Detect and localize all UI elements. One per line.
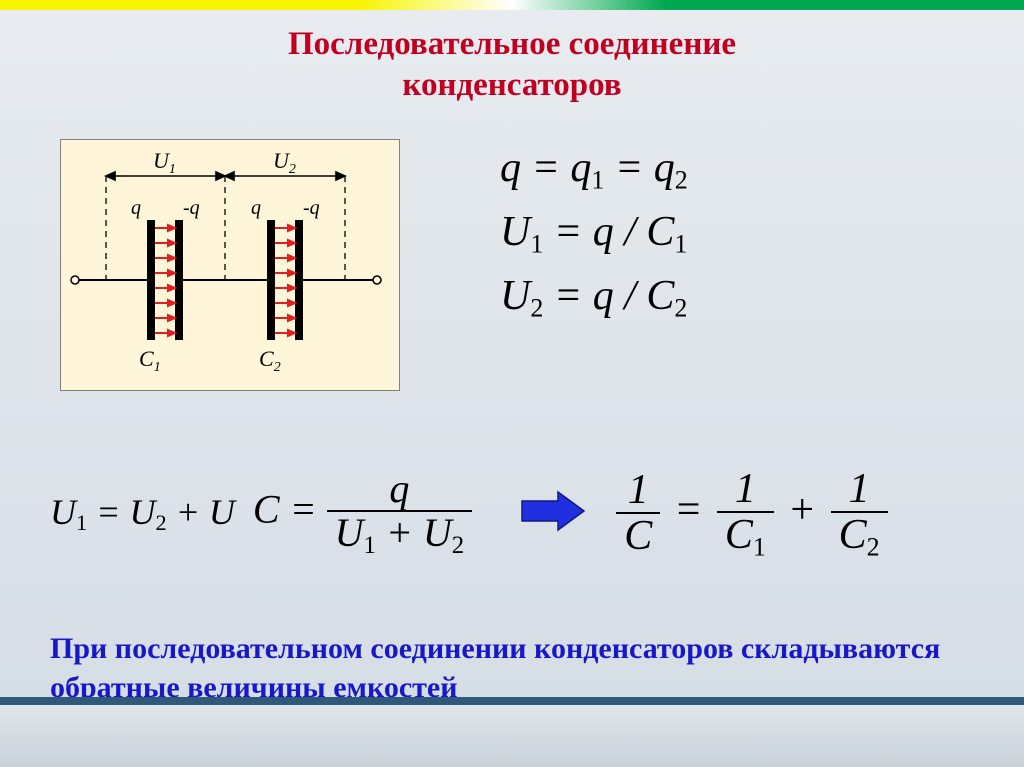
svg-text:U2: U2: [273, 148, 296, 177]
equation-u-sum: U1 = U2 + U: [50, 491, 235, 536]
implies-arrow: [518, 489, 588, 538]
equation-q: q = q1 = q2: [500, 147, 688, 193]
svg-text:C1: C1: [139, 346, 161, 375]
title-line-1: Последовательное соединение: [288, 26, 736, 62]
slide-title: Последовательное соединение конденсаторов: [0, 10, 1024, 119]
equation-u1: U1 = q / C1: [500, 211, 688, 257]
decorative-top-bar: [0, 0, 1024, 10]
equation-reciprocal: 1 C = 1 C1 + 1 C2: [616, 467, 887, 561]
svg-text:U1: U1: [153, 148, 176, 177]
formula-group-right: q = q1 = q2 U1 = q / C1 U2 = q / C2: [500, 129, 688, 340]
title-line-2: конденсаторов: [402, 67, 621, 103]
series-capacitor-diagram: U1 U2 q -q q -q C1 C2: [60, 139, 400, 391]
conclusion-text: При последовательном соединении конденса…: [50, 629, 970, 707]
svg-text:q: q: [251, 197, 261, 219]
decorative-bottom-bar: [0, 697, 1024, 767]
svg-text:C2: C2: [259, 346, 281, 375]
diagram-svg: U1 U2 q -q q -q C1 C2: [61, 140, 401, 392]
formula-row-bottom: U1 = U2 + U C = q U1 + U2: [50, 467, 980, 561]
equation-c-frac: C = q U1 + U2: [253, 468, 472, 559]
content-area: U1 U2 q -q q -q C1 C2 q = q1 = q2 U1 = q…: [0, 119, 1024, 129]
equation-u2: U2 = q / C2: [500, 275, 688, 321]
svg-text:-q: -q: [183, 197, 200, 219]
svg-text:q: q: [131, 197, 141, 219]
svg-text:-q: -q: [303, 197, 320, 219]
